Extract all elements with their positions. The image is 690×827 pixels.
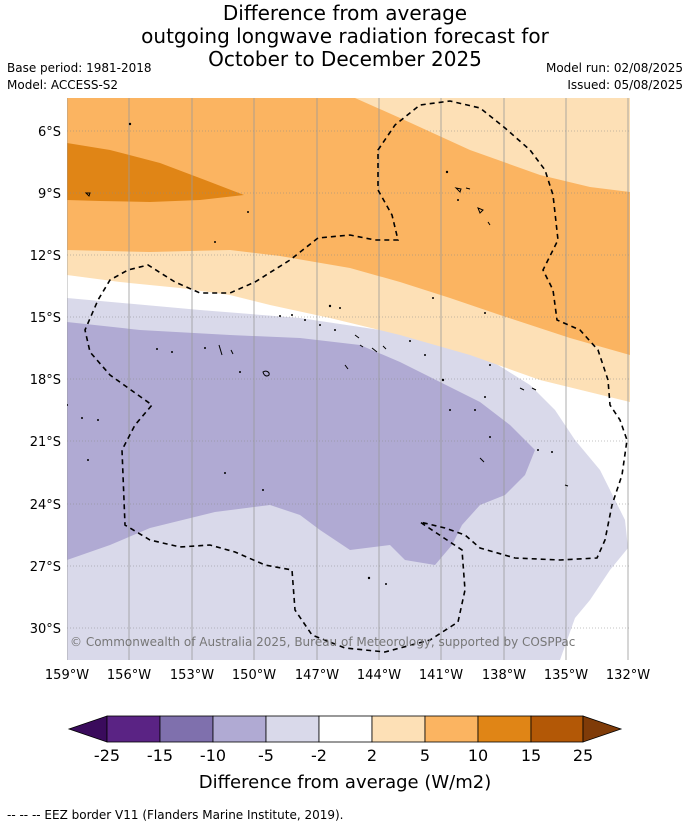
lon-label: 159°W: [45, 668, 89, 683]
lon-label: 138°W: [482, 668, 526, 683]
colorbar-tick: -5: [258, 746, 274, 765]
colorbar-swatch: [530, 715, 584, 743]
title-line-1: Difference from average: [222, 1, 468, 25]
lat-label: 27°S: [30, 560, 61, 575]
colorbar-title: Difference from average (W/m2): [199, 772, 491, 793]
lat-label: 24°S: [30, 498, 61, 513]
meta-right: Model run: 02/08/2025 Issued: 05/08/2025: [546, 60, 683, 94]
lat-label: 30°S: [30, 622, 61, 637]
lat-label: 18°S: [30, 373, 61, 388]
colorbar-swatch: [477, 715, 532, 743]
meta-left: Base period: 1981-2018 Model: ACCESS-S2: [7, 60, 152, 94]
issued-date: Issued: 05/08/2025: [567, 78, 683, 92]
model-name: Model: ACCESS-S2: [7, 78, 119, 92]
lon-label: 141°W: [419, 668, 463, 683]
lat-label: 21°S: [30, 435, 61, 450]
lon-label: 153°W: [170, 668, 214, 683]
lon-label: 147°W: [295, 668, 339, 683]
colorbar-swatch: [265, 715, 320, 743]
colorbar-tick: 2: [367, 746, 377, 765]
lon-label: 135°W: [544, 668, 588, 683]
colorbar-swatch: [212, 715, 267, 743]
colorbar-tick: -25: [94, 746, 120, 765]
colorbar-swatch: [159, 715, 214, 743]
lon-label: 132°W: [606, 668, 650, 683]
copyright-text: © Commonwealth of Australia 2025, Bureau…: [70, 635, 575, 649]
colorbar-tick: -10: [200, 746, 226, 765]
lon-label: 156°W: [107, 668, 151, 683]
gridlines: [67, 130, 630, 629]
latitude-labels: 6°S 9°S 12°S 15°S 18°S 21°S 24°S 27°S 30…: [30, 125, 61, 637]
colorbar-swatch: [106, 715, 161, 743]
model-run: Model run: 02/08/2025: [545, 61, 683, 75]
lat-label: 12°S: [30, 249, 61, 264]
colorbar: [67, 715, 623, 743]
colorbar-tick: 25: [573, 746, 593, 765]
anomaly-band-plus5: [67, 98, 630, 355]
lat-label: 6°S: [38, 125, 61, 140]
longitude-labels: 159°W 156°W 153°W 150°W 147°W 144°W 141°…: [45, 668, 650, 683]
colorbar-tick: -2: [311, 746, 327, 765]
colorbar-swatch: [424, 715, 479, 743]
colorbar-low-extend: [67, 715, 108, 743]
title-line-2: outgoing longwave radiation forecast for: [141, 24, 549, 48]
colorbar-tick: 5: [420, 746, 430, 765]
title-line-3: October to December 2025: [208, 47, 482, 71]
lon-label: 144°W: [357, 668, 401, 683]
colorbar-tick-labels: -25 -15 -10 -5 -2 2 5 10 15 25: [94, 746, 593, 765]
colorbar-tick: 10: [468, 746, 488, 765]
base-period: Base period: 1981-2018: [7, 61, 152, 75]
colorbar-swatch: [318, 715, 373, 743]
eez-border: [84, 100, 628, 653]
colorbar-tick: -15: [147, 746, 173, 765]
colorbar-tick: 15: [521, 746, 541, 765]
island-dots: [67, 122, 553, 585]
map-area: © Commonwealth of Australia 2025, Bureau…: [67, 98, 630, 660]
colorbar-high-extend: [582, 715, 623, 743]
lat-label: 15°S: [30, 311, 61, 326]
map-title: Difference from average outgoing longwav…: [0, 2, 690, 71]
footer-note: -- -- -- EEZ border V11 (Flanders Marine…: [7, 808, 344, 822]
islands: [84, 187, 569, 487]
lon-label: 150°W: [232, 668, 276, 683]
colorbar-swatch: [371, 715, 426, 743]
lat-label: 9°S: [38, 187, 61, 202]
anomaly-band-plus10: [67, 143, 244, 202]
